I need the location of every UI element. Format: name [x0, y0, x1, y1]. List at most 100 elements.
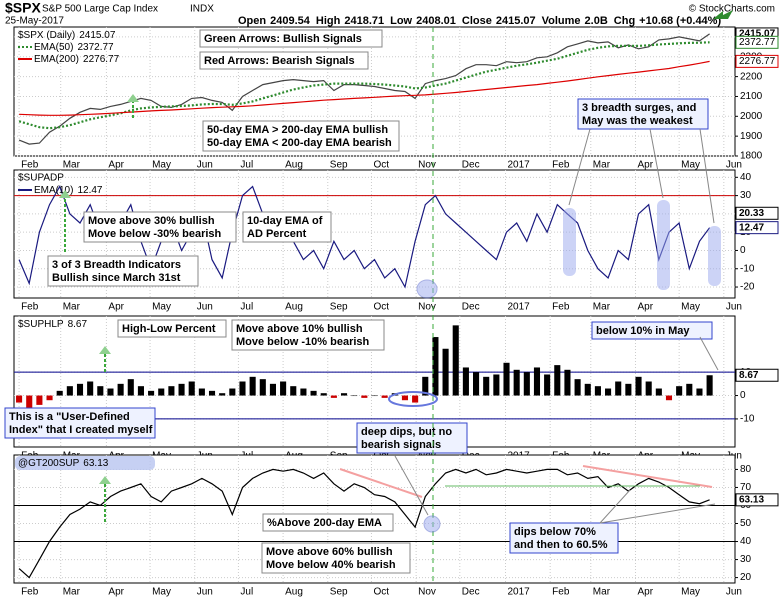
bar: [330, 395, 337, 398]
x-tick-label: Sep: [330, 302, 348, 313]
bar: [198, 388, 205, 396]
bar: [76, 383, 84, 396]
bar: [554, 365, 561, 396]
x-tick-label: Mar: [593, 587, 611, 598]
text-part: Volume: [542, 15, 581, 27]
decoration: [394, 455, 429, 516]
bar: [605, 388, 612, 396]
x-tick-label: Jun: [197, 160, 213, 171]
x-tick-label: Mar: [593, 302, 611, 313]
bar: [127, 379, 134, 396]
x-tick-label: Aug: [285, 587, 303, 598]
x-tick-label: May: [152, 302, 171, 313]
bar: [513, 369, 520, 396]
annotation-text: Move above 30% bullish: [88, 215, 215, 227]
bar: [46, 395, 53, 401]
bar: [280, 381, 287, 396]
bar: [168, 386, 175, 396]
annotation-box: [242, 211, 332, 243]
text-part: $SPX (Daily): [18, 30, 75, 41]
bar: [36, 395, 43, 405]
y-tick-label: 0: [740, 245, 746, 256]
value-label: 2415.07: [739, 29, 776, 40]
bar: [371, 395, 378, 397]
annotation-text: This is a "User-Defined: [9, 411, 130, 423]
text-part: Open: [238, 15, 266, 27]
bar: [473, 372, 480, 396]
annotation-text: and then to 60.5%: [514, 539, 608, 551]
x-tick-label: Jul: [240, 160, 253, 171]
y-tick-label: -10: [740, 263, 755, 274]
value-box: [735, 368, 779, 382]
x-tick-label: Dec: [462, 160, 480, 171]
bar: [625, 383, 632, 396]
annotation-text: Move below -10% bearish: [236, 336, 370, 348]
legend-entry: $SUPHLP 8.67: [18, 319, 87, 330]
value-box: [735, 206, 779, 220]
annotation-box: [83, 211, 237, 243]
y-tick-label: 40: [740, 536, 752, 547]
annotation-text: 3 breadth surges, and: [582, 102, 696, 114]
bar: [300, 388, 307, 396]
bar: [351, 395, 358, 397]
x-tick-label: Mar: [63, 587, 81, 598]
x-tick-label: Oct: [373, 160, 389, 171]
bar: [229, 388, 236, 396]
annotation-text: Move below 40% bearish: [266, 559, 396, 571]
x-tick-label: Nov: [418, 160, 436, 171]
text-part: 2418.71: [344, 15, 384, 27]
value-label: 8.67: [739, 370, 759, 381]
bar: [381, 395, 388, 398]
bar: [361, 395, 368, 398]
x-tick-label: Aug: [285, 160, 303, 171]
annotation-text: 50-day EMA > 200-day EMA bullish: [207, 124, 388, 136]
decoration: [708, 226, 721, 286]
bar: [16, 395, 23, 403]
decoration: [99, 476, 111, 484]
text-part: 2372.77: [77, 42, 114, 53]
bar: [432, 337, 439, 396]
legend-entry: $SPX (Daily) 2415.07: [18, 30, 116, 41]
bar: [158, 388, 165, 396]
bar: [594, 386, 601, 396]
x-tick-label: Mar: [63, 160, 81, 171]
decoration: [563, 208, 576, 276]
annotation-text: Move below -30% bearish: [88, 228, 222, 240]
x-tick-label: Apr: [637, 160, 653, 171]
value-label: 2276.77: [739, 56, 776, 67]
annotation-text: 10-day EMA of: [247, 215, 323, 227]
text-part: EMA(50): [34, 42, 73, 53]
x-tick-label: Jul: [240, 302, 253, 313]
x-tick-label: Apr: [108, 302, 124, 313]
bar: [574, 379, 581, 396]
bar: [584, 383, 591, 396]
series-line: [19, 60, 710, 116]
x-tick-label: Jun: [197, 587, 213, 598]
decoration: [416, 279, 438, 299]
bar: [452, 325, 459, 396]
annotation-box: [577, 98, 709, 130]
value-label: 63.13: [739, 494, 764, 505]
annotation-text: Bullish since March 31st: [52, 272, 181, 284]
bar: [493, 374, 500, 396]
x-tick-label: Apr: [108, 160, 124, 171]
bar: [564, 369, 571, 396]
x-tick-label: Jun: [726, 160, 742, 171]
x-tick-label: Jun: [726, 302, 742, 313]
annotation-text: Move above 60% bullish: [266, 546, 393, 558]
annotation-text: dips below 70%: [514, 526, 596, 538]
y-tick-label: 40: [740, 172, 752, 183]
y-tick-label: 30: [740, 554, 752, 565]
bar: [635, 376, 642, 396]
bar: [188, 381, 195, 396]
x-tick-label: Nov: [418, 302, 436, 313]
y-tick-label: -20: [740, 282, 755, 293]
bar: [340, 393, 348, 396]
bar: [310, 390, 317, 396]
bar: [117, 383, 124, 396]
x-tick-label: Jun: [726, 587, 742, 598]
x-tick-label: Sep: [330, 587, 348, 598]
bar: [696, 388, 703, 396]
exchange: INDX: [190, 4, 214, 15]
